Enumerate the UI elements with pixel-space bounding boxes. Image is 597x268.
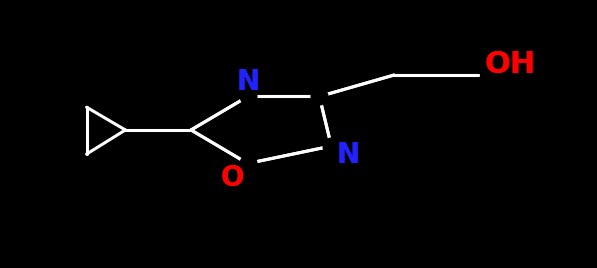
Text: OH: OH xyxy=(485,50,536,79)
Text: O: O xyxy=(221,164,245,192)
Text: N: N xyxy=(337,142,359,169)
Text: OH: OH xyxy=(485,50,536,79)
Text: N: N xyxy=(236,68,259,96)
Text: O: O xyxy=(221,164,245,192)
Text: N: N xyxy=(236,68,259,96)
Text: N: N xyxy=(337,142,359,169)
